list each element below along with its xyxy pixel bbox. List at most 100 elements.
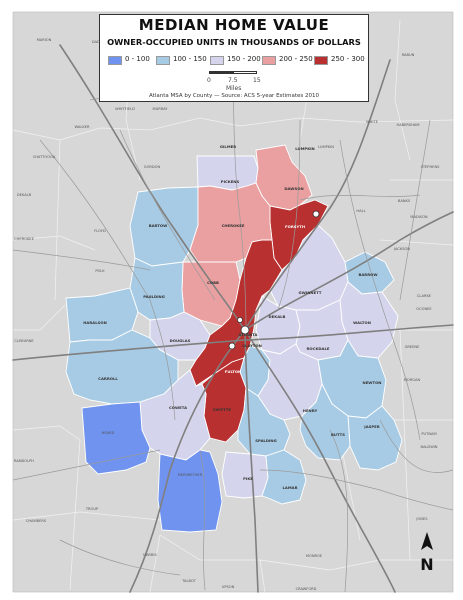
county-paulding xyxy=(129,257,185,321)
place-label: CHEROKEE xyxy=(222,223,245,228)
place-label: GILMER xyxy=(220,144,236,149)
place-labels: MARIONDADEWHITFIELDMURRAYFANNINUNIONTOWN… xyxy=(14,38,440,591)
county-pike xyxy=(221,451,269,499)
place-label: PIKE xyxy=(243,476,253,481)
place-label: FLOYD xyxy=(94,229,106,233)
legend-label: 150 - 200 xyxy=(227,55,261,63)
place-label: TALBOT xyxy=(181,579,197,583)
scale-bar xyxy=(209,71,257,74)
place-label: MADISON xyxy=(410,215,427,219)
place-label: ATLANTA xyxy=(238,332,257,337)
place-label: MONROE xyxy=(306,554,323,558)
place-label: FORSYTH xyxy=(285,224,305,229)
place-label: DEKALB xyxy=(17,193,32,197)
place-label: CHATTOOGA xyxy=(33,155,56,159)
legend-swatch xyxy=(210,56,224,65)
place-label: JASPER xyxy=(363,424,379,429)
scale-units: Miles xyxy=(226,85,242,92)
place-label: GWINNETT xyxy=(299,290,322,295)
map-source: Atlanta MSA by County — Source: ACS 5-ye… xyxy=(149,93,319,99)
scale-tick: 0 xyxy=(207,77,211,84)
place-label: CLEBURNE xyxy=(14,339,34,343)
place-label: JONES xyxy=(415,517,428,521)
place-label: HARRIS xyxy=(143,553,157,557)
place-label: OCONEE xyxy=(416,307,432,311)
legend-swatch xyxy=(262,56,276,65)
county-bartow xyxy=(129,186,199,267)
place-label: HARALSON xyxy=(83,320,107,325)
county-lamar xyxy=(261,449,307,505)
north-arrow-icon: N xyxy=(420,532,434,574)
legend: MEDIAN HOME VALUE OWNER-OCCUPIED UNITS I… xyxy=(99,14,369,102)
place-label: DADE xyxy=(92,40,103,44)
place-label: COWETA xyxy=(169,405,187,410)
place-label: DEKALB xyxy=(269,314,286,319)
county-pickens xyxy=(196,155,259,191)
place-label: WHITFIELD xyxy=(115,107,135,111)
place-label: DAWSON xyxy=(284,186,303,191)
place-label: SPALDING xyxy=(255,438,276,443)
legend-label: 0 - 100 xyxy=(125,55,150,63)
city-markers xyxy=(228,210,320,350)
north-label: N xyxy=(420,555,433,574)
counties xyxy=(65,144,403,533)
place-label: POLK xyxy=(95,269,105,273)
place-label: MORGAN xyxy=(404,378,421,382)
secondary-roads xyxy=(12,19,454,593)
place-label: CARROLL xyxy=(98,376,118,381)
place-label: WHITE xyxy=(366,120,379,124)
legend-swatch xyxy=(156,56,170,65)
place-label: NEWTON xyxy=(363,380,382,385)
place-label: BUTTS xyxy=(331,432,345,437)
map-subtitle: OWNER-OCCUPIED UNITS IN THOUSANDS OF DOL… xyxy=(107,37,361,47)
legend-label: 100 - 150 xyxy=(173,55,207,63)
place-label: HENRY xyxy=(303,408,318,413)
place-label: MERIWETHER xyxy=(178,473,203,477)
place-label: JACKSON xyxy=(393,247,410,251)
place-label: RANDOLPH xyxy=(14,459,34,463)
place-label: DOUGLAS xyxy=(170,338,191,343)
place-label: WALTON xyxy=(353,320,371,325)
legend-label: 250 - 300 xyxy=(331,55,365,63)
legend-swatch xyxy=(108,56,122,65)
county-meriwether xyxy=(157,449,223,533)
place-label: LUMPKIN xyxy=(295,146,314,151)
place-label: FAYETTE xyxy=(213,407,231,412)
place-label: BANKS xyxy=(398,199,411,203)
place-label: BARROW xyxy=(358,272,378,277)
place-label: WALKER xyxy=(75,125,90,129)
county-coweta xyxy=(139,369,211,461)
place-label: CHAMBERS xyxy=(26,519,47,523)
place-label: RABUN xyxy=(402,53,415,57)
place-label: HALL xyxy=(356,209,365,213)
place-label: UPSON xyxy=(222,585,235,589)
scale-tick: 7.5 xyxy=(228,77,238,84)
place-label: ROCKDALE xyxy=(307,346,330,351)
place-label: GREENE xyxy=(405,345,421,349)
county-heard xyxy=(81,401,151,475)
place-label: CRAWFORD xyxy=(296,587,317,591)
place-label: PUTNAM xyxy=(421,432,436,436)
scale-segment xyxy=(233,71,257,74)
place-label: LAMAR xyxy=(283,485,298,490)
place-label: COBB xyxy=(207,280,219,285)
place-label: FULTON xyxy=(225,369,241,374)
scale-segment xyxy=(209,71,233,74)
place-label: HABERSHAM xyxy=(397,123,420,127)
county-butts xyxy=(299,382,351,461)
place-label: MURRAY xyxy=(153,107,169,111)
place-label: MARION xyxy=(37,38,52,42)
place-label: TROUP xyxy=(85,507,99,511)
place-label: CLARKE xyxy=(417,294,432,298)
place-label: PICKENS xyxy=(221,179,240,184)
place-label: CLAYTON xyxy=(242,343,262,348)
legend-swatch xyxy=(314,56,328,65)
legend-label: 200 - 250 xyxy=(279,55,313,63)
place-label: PAULDING xyxy=(143,294,165,299)
place-label: GORDON xyxy=(144,165,161,169)
place-label: HEARD xyxy=(102,431,115,435)
scale-tick: 15 xyxy=(253,77,261,84)
place-label: BALDWIN xyxy=(421,445,438,449)
place-label: STEPHENS xyxy=(421,165,441,169)
place-label: CHEROKEE xyxy=(14,237,34,241)
